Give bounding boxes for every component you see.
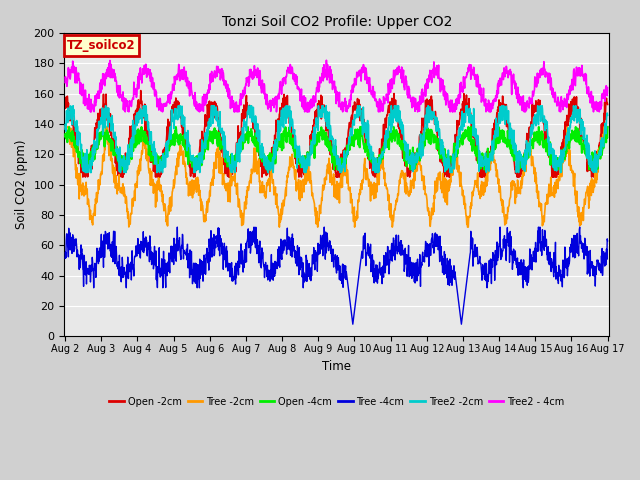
- Legend: Open -2cm, Tree -2cm, Open -4cm, Tree -4cm, Tree2 -2cm, Tree2 - 4cm: Open -2cm, Tree -2cm, Open -4cm, Tree -4…: [106, 393, 568, 410]
- Title: Tonzi Soil CO2 Profile: Upper CO2: Tonzi Soil CO2 Profile: Upper CO2: [221, 15, 452, 29]
- X-axis label: Time: Time: [323, 360, 351, 372]
- Text: TZ_soilco2: TZ_soilco2: [67, 39, 136, 52]
- Y-axis label: Soil CO2 (ppm): Soil CO2 (ppm): [15, 140, 28, 229]
